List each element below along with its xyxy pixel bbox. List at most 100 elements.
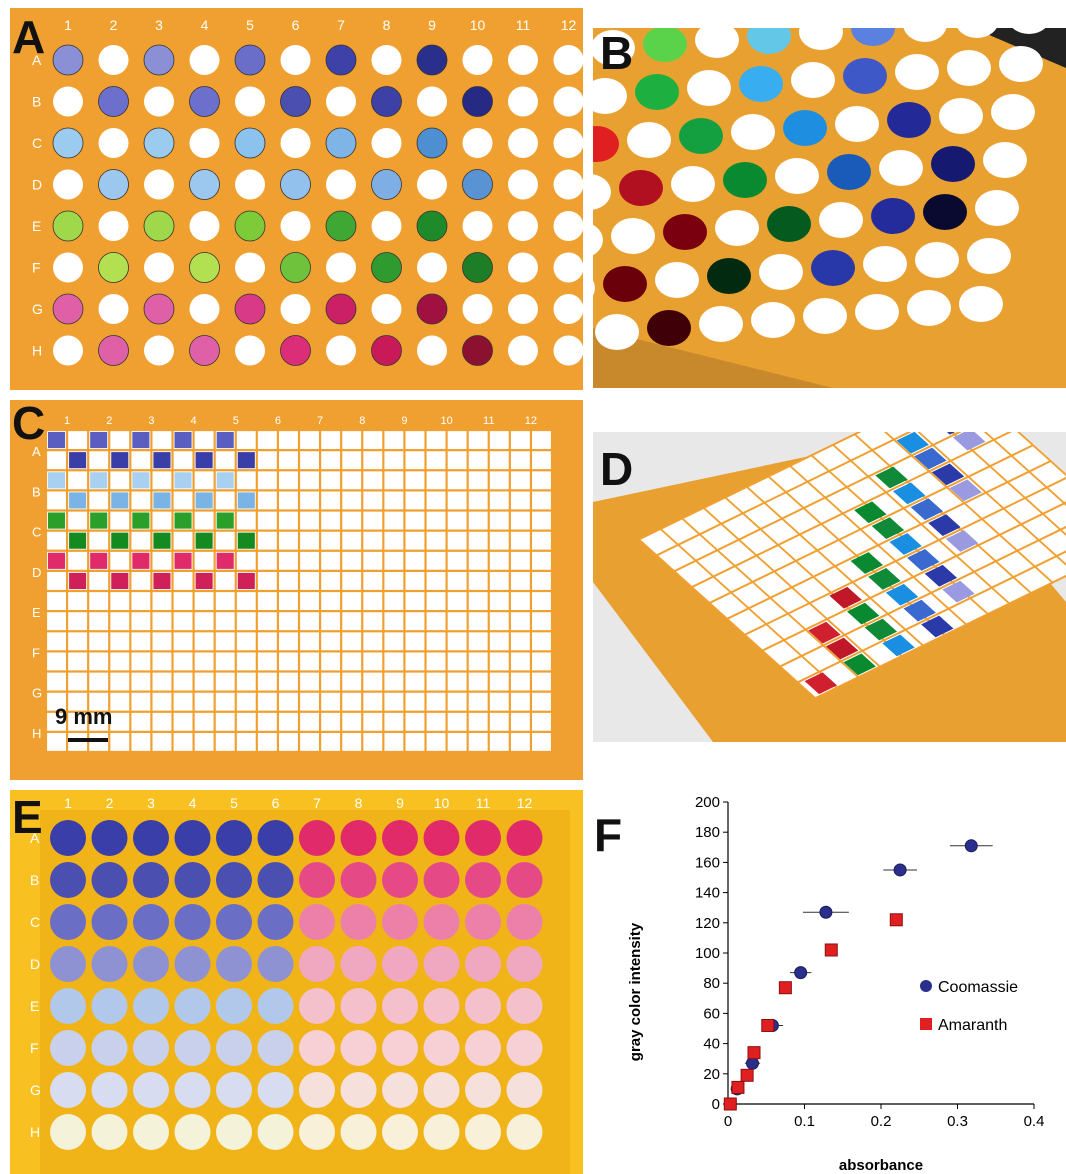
row-label: E [32, 605, 41, 620]
well [619, 170, 663, 206]
well [299, 1072, 335, 1108]
well [153, 492, 171, 509]
well [462, 86, 493, 117]
column-label: 3 [155, 17, 163, 33]
column-label: 6 [275, 415, 281, 427]
well [907, 290, 951, 326]
well [174, 552, 192, 569]
grid-line [655, 432, 981, 557]
well [423, 946, 460, 982]
well [143, 293, 175, 325]
well [235, 169, 265, 200]
well [98, 211, 129, 241]
column-label: 6 [272, 795, 280, 811]
well [257, 904, 294, 940]
well [340, 1072, 377, 1108]
well [871, 198, 915, 234]
well [98, 169, 129, 200]
well [174, 1114, 211, 1150]
well [69, 572, 87, 589]
row-label: H [32, 343, 42, 359]
well [907, 549, 940, 571]
well [111, 492, 129, 509]
well [896, 432, 929, 454]
column-label: 2 [110, 17, 118, 33]
well [1012, 28, 1046, 34]
well [325, 44, 357, 76]
data-point-coomassie [893, 863, 907, 877]
well [48, 432, 66, 449]
well [627, 122, 671, 158]
well [98, 86, 129, 117]
well [144, 335, 174, 366]
well [325, 293, 357, 325]
well [695, 28, 739, 58]
column-label: 8 [383, 17, 391, 33]
well [189, 294, 220, 324]
well [465, 1114, 501, 1150]
well [144, 169, 174, 200]
well [189, 128, 220, 158]
well [382, 820, 418, 856]
column-label: 2 [106, 415, 112, 427]
well [553, 169, 583, 200]
column-label: 3 [148, 415, 154, 427]
well [462, 169, 493, 200]
well [465, 904, 501, 940]
well [280, 211, 311, 241]
well [903, 599, 936, 622]
well [465, 946, 501, 982]
well [133, 1030, 169, 1066]
column-label: 10 [434, 795, 450, 811]
well [280, 335, 311, 366]
row-label: C [32, 135, 42, 151]
well [237, 492, 255, 509]
well [69, 452, 87, 469]
y-tick-label: 140 [695, 885, 720, 902]
well [991, 94, 1035, 130]
row-label: H [30, 1124, 40, 1140]
well [611, 218, 655, 254]
grid-line [761, 492, 1066, 652]
row-label: G [32, 301, 43, 317]
well [593, 78, 627, 114]
column-label: 1 [64, 17, 72, 33]
panel-b [593, 28, 1066, 388]
data-point-coomassie [819, 905, 833, 919]
well [53, 252, 83, 283]
scale-bar-label: 9 mm [55, 704, 113, 729]
well [371, 128, 402, 158]
well [715, 210, 759, 246]
column-label: 7 [337, 17, 345, 33]
well [280, 45, 311, 75]
well [133, 862, 169, 898]
well [53, 335, 83, 366]
well [949, 479, 982, 502]
well [216, 512, 234, 529]
well [835, 106, 879, 142]
well [234, 127, 266, 159]
row-label: B [30, 872, 39, 888]
well [416, 44, 448, 76]
data-point-amaranth [889, 913, 903, 927]
well [850, 552, 884, 574]
well [133, 820, 169, 856]
well [326, 252, 356, 283]
well [855, 294, 899, 330]
well [174, 1072, 211, 1108]
well [143, 44, 175, 76]
well [299, 904, 335, 940]
y-tick-label: 100 [695, 945, 720, 962]
well [195, 452, 213, 469]
column-label: 5 [246, 17, 254, 33]
well [417, 86, 447, 117]
panel-a: A B C D E F G H 1 2 3 4 5 6 7 8 9 10 11 12 [10, 8, 583, 390]
row-label: E [32, 218, 41, 234]
well [299, 820, 335, 856]
well [133, 946, 169, 982]
well [635, 74, 679, 110]
well [506, 862, 543, 898]
well [892, 482, 926, 505]
well [174, 472, 192, 489]
column-label: 7 [313, 795, 321, 811]
